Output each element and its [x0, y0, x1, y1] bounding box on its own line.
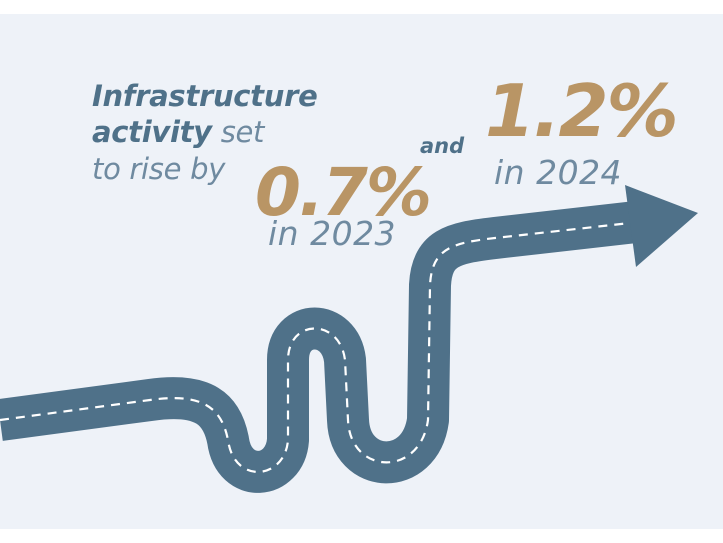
- headline-line-2-bold: activity: [92, 115, 212, 150]
- stat-2023-value: 0.7%: [255, 154, 432, 231]
- stat-2023-year: in 2023: [268, 214, 397, 253]
- stat-2024-year: in 2024: [494, 153, 623, 192]
- road-body: [0, 201, 639, 493]
- headline-line-3: to rise by: [92, 151, 226, 186]
- road-center-dashes: [0, 221, 631, 473]
- headline-line-1: Infrastructure: [92, 79, 318, 113]
- headline: Infrastructure activity set to rise by: [92, 78, 318, 187]
- stat-2024-value: 1.2%: [485, 69, 679, 153]
- headline-line-2-rest: set: [211, 115, 265, 150]
- arrow-head: [625, 185, 698, 267]
- connector-text: and: [420, 134, 465, 158]
- headline-line-2: activity set: [92, 114, 317, 150]
